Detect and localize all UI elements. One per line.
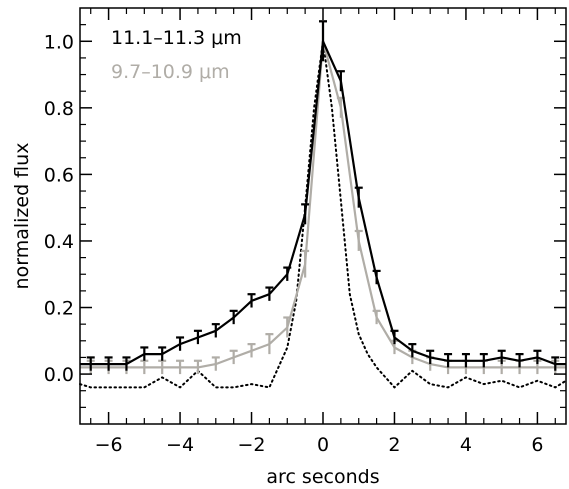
legend: 11.1–11.3 μm 9.7–10.9 μm (111, 27, 242, 83)
legend-entry-0: 11.1–11.3 μm (111, 27, 242, 49)
series-line-0 (80, 40, 566, 366)
ticks-layer (80, 8, 566, 424)
x-axis-title: arc seconds (266, 466, 379, 488)
y-tick-label: 0.8 (44, 98, 74, 120)
series-layer (79, 20, 567, 389)
y-tick-label: 0.4 (44, 231, 74, 253)
x-tick-label: −6 (95, 434, 123, 456)
x-tick-label: 0 (317, 434, 329, 456)
y-tick-label: 0.6 (44, 164, 74, 186)
y-axis-title: normalized flux (11, 143, 33, 290)
y-tick-label: 0.0 (44, 364, 74, 386)
series-line-1 (80, 40, 566, 369)
x-tick-label: 2 (388, 434, 400, 456)
y-tick-label: 0.2 (44, 298, 74, 320)
y-tick-label: 1.0 (44, 31, 74, 53)
tick-labels-layer: −6 −4 −2 0 2 4 6 0.0 0.2 0.4 0.6 0.8 1.0 (44, 31, 544, 456)
x-tick-label: −4 (166, 434, 194, 456)
x-tick-label: −2 (238, 434, 266, 456)
x-tick-label: 4 (460, 434, 472, 456)
x-tick-label: 6 (531, 434, 543, 456)
legend-entry-1: 9.7–10.9 μm (111, 61, 230, 83)
series-line-2 (79, 40, 567, 389)
